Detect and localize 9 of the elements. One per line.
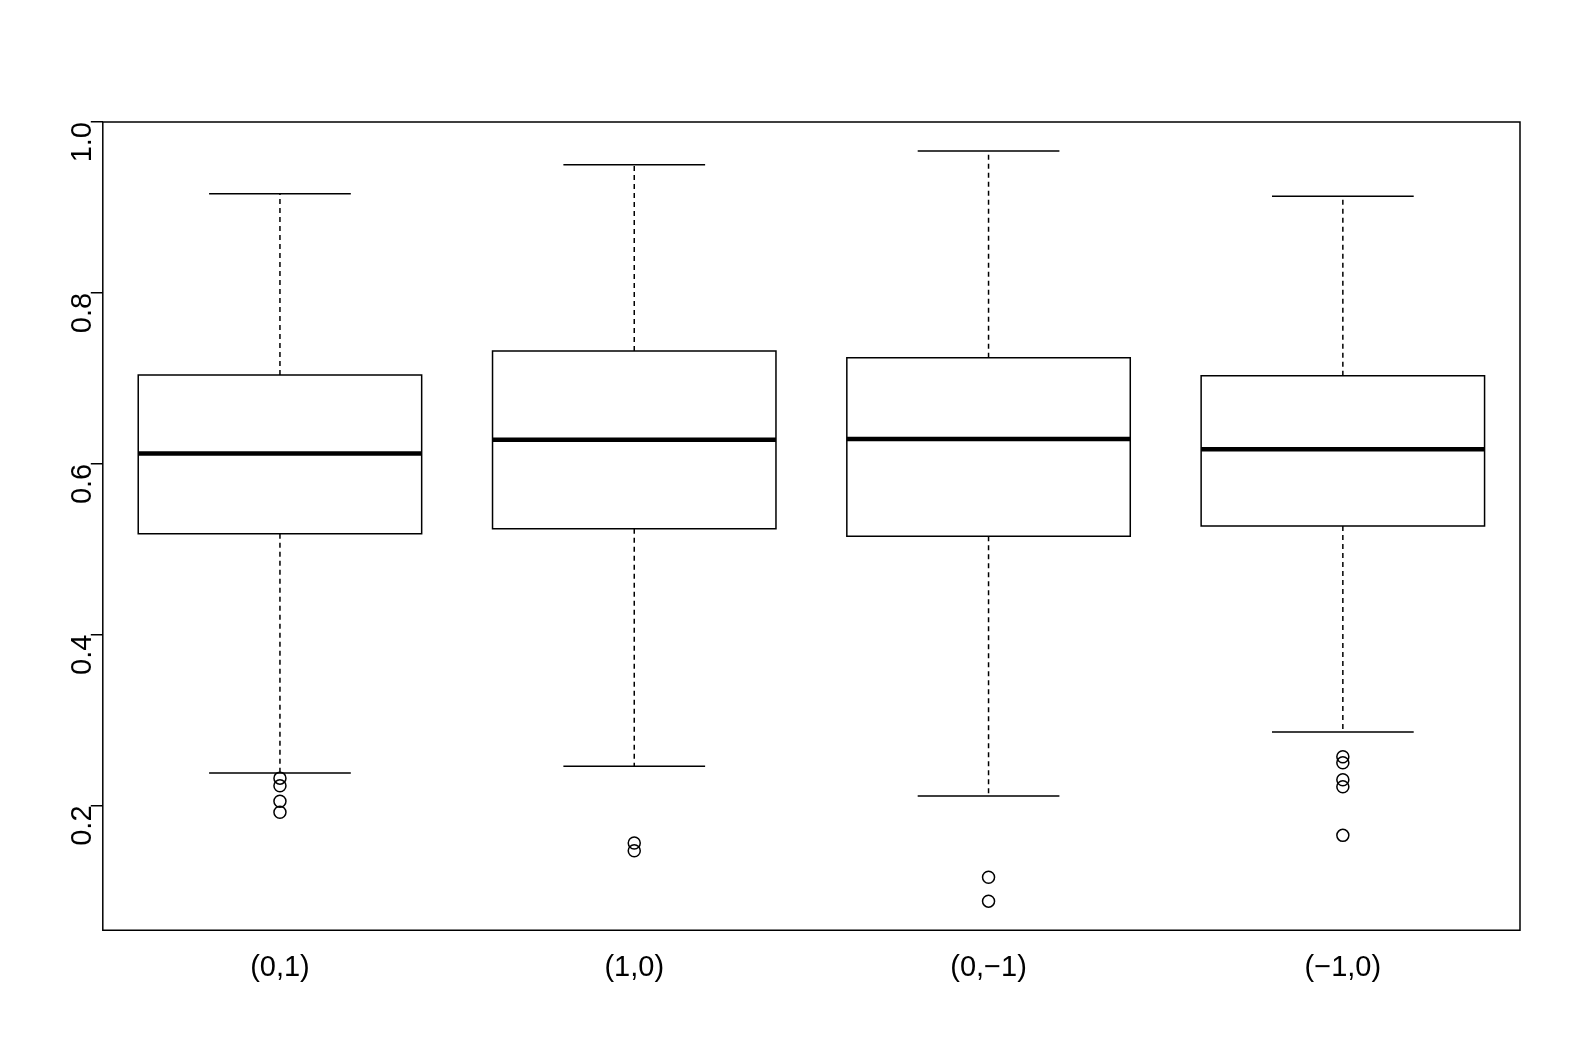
x-tick-label: (−1,0) [1304,949,1382,982]
y-tick-label: 0.2 [64,805,97,846]
x-tick-label: (0,−1) [950,949,1027,982]
x-tick-label: (0,1) [250,949,310,982]
y-tick-label: 1.0 [64,122,97,163]
x-tick-label: (1,0) [604,949,665,982]
y-tick-label: 0.4 [64,634,97,675]
y-tick-label: 0.6 [64,463,97,505]
y-tick-label: 0.8 [64,292,97,334]
